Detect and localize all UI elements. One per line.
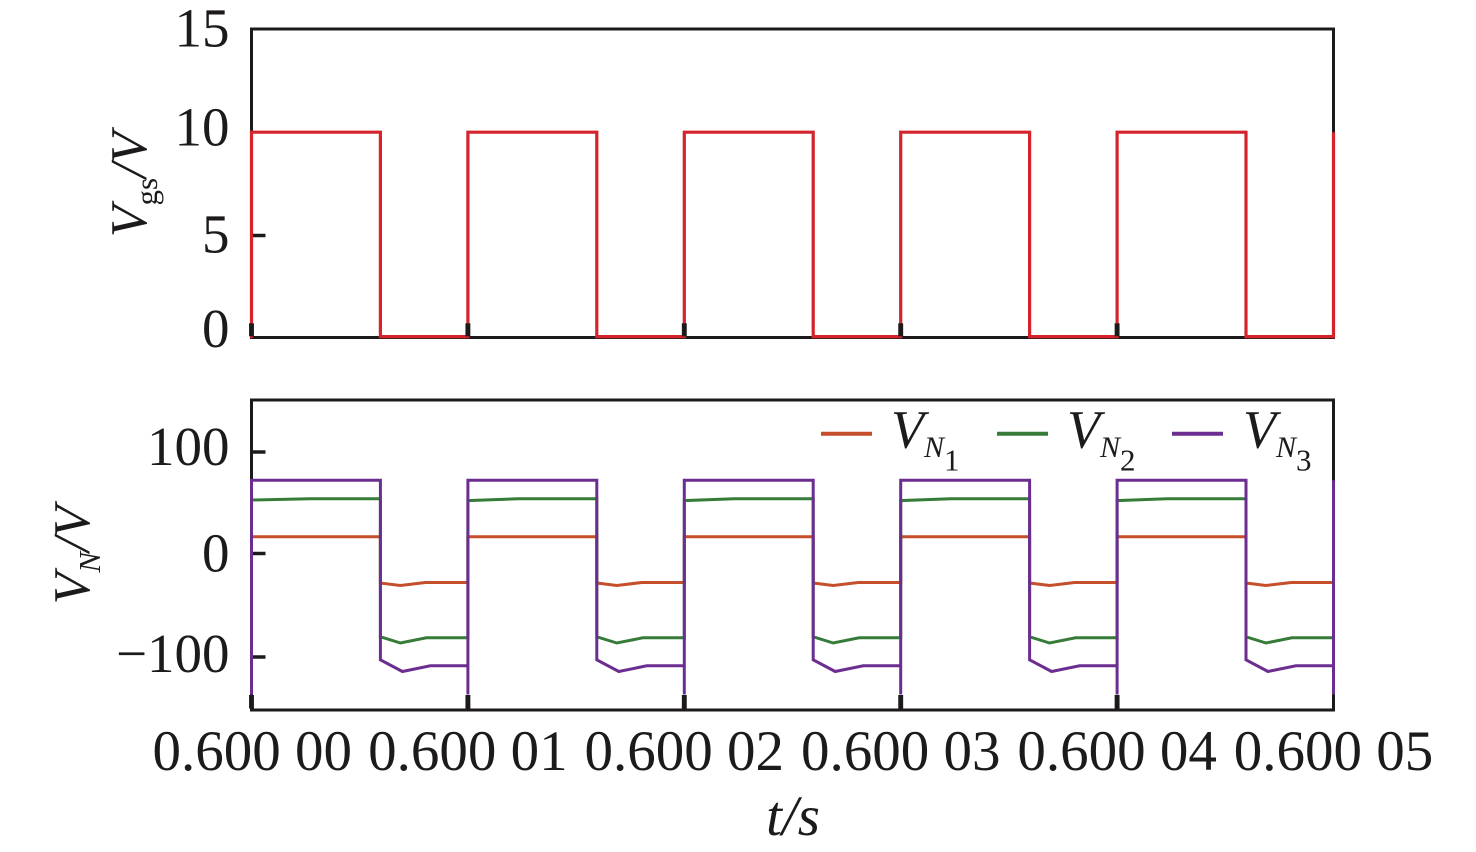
svg-text:Vgs/V: Vgs/V <box>101 126 164 237</box>
svg-text:100: 100 <box>147 416 230 477</box>
svg-text:0: 0 <box>202 523 230 584</box>
svg-text:15: 15 <box>175 0 230 59</box>
svg-text:0.600 00: 0.600 00 <box>152 720 352 783</box>
svg-text:0.600 05: 0.600 05 <box>1234 720 1434 783</box>
svg-text:−100: −100 <box>116 623 230 684</box>
svg-text:5: 5 <box>202 204 230 265</box>
svg-text:0.600 01: 0.600 01 <box>368 720 568 783</box>
svg-text:t/s: t/s <box>766 785 820 848</box>
svg-text:0.600 03: 0.600 03 <box>801 720 1001 783</box>
svg-text:VN/V: VN/V <box>44 500 107 604</box>
svg-text:0.600 04: 0.600 04 <box>1017 720 1217 783</box>
svg-text:0.600 02: 0.600 02 <box>585 720 785 783</box>
svg-text:10: 10 <box>175 97 230 158</box>
svg-text:0: 0 <box>202 298 230 359</box>
